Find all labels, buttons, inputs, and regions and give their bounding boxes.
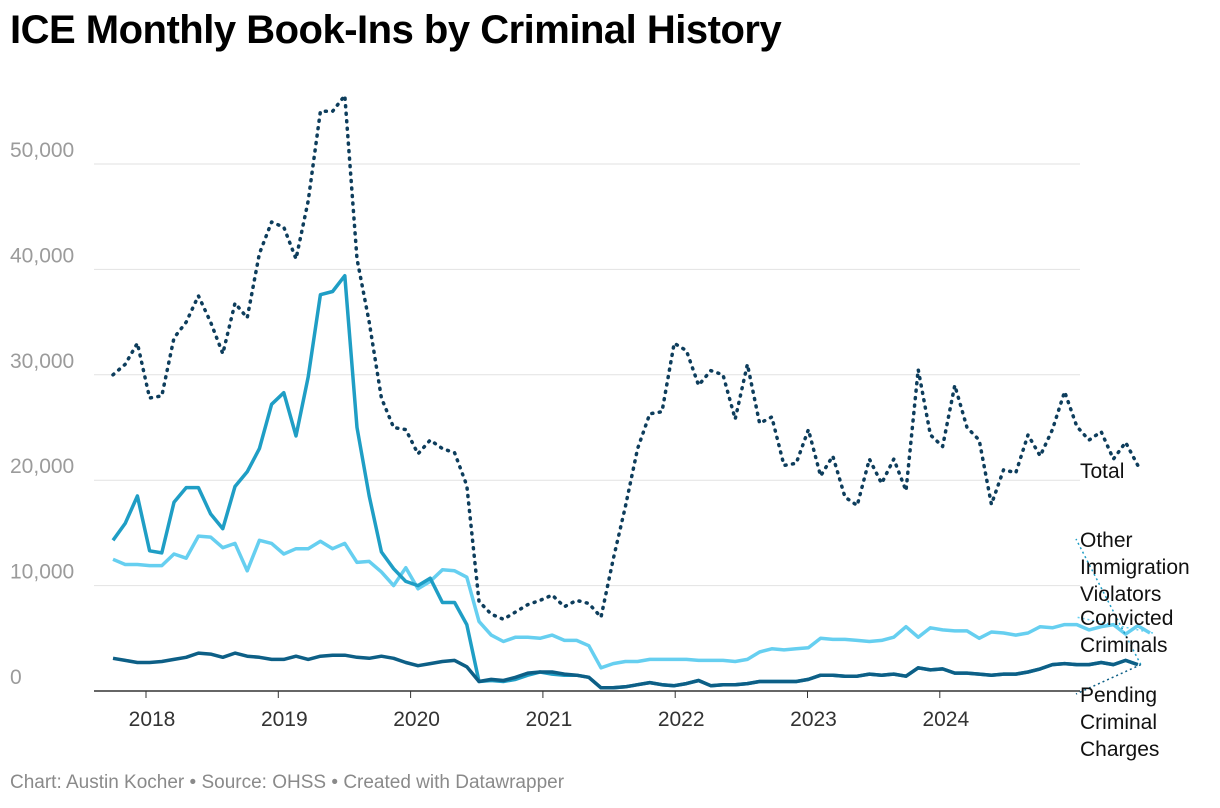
series-line-other-immigration-violators [111,273,1139,690]
y-tick-label: 0 [10,666,22,689]
series-label: Convicted Criminals [1080,607,1173,657]
series-label-line: Total [1080,460,1124,483]
series-label-line: Criminal [1080,711,1157,734]
x-axis-tick-labels: 2018 2019 2020 2021 2022 2023 2024 [129,691,969,731]
series-line-total [111,93,1140,622]
footer-separator: • [189,772,197,793]
chart-title: ICE Monthly Book-Ins by Criminal History [10,8,782,52]
x-tick-label: 2020 [393,708,440,731]
gridlines [94,163,1080,692]
label-connector [1075,663,1142,695]
y-tick-label: 40,000 [10,244,74,267]
label-connector [1075,616,1154,634]
footer-source: Source: OHSS [201,772,327,793]
x-tick-label: 2019 [261,708,308,731]
footer-author: Chart: Austin Kocher [10,772,185,793]
y-tick-label: 10,000 [10,561,74,584]
series-line-pending-criminal-charges [112,651,1139,690]
series-label: Total [1080,460,1124,483]
y-tick-label: 30,000 [10,350,74,373]
series-label-line: Immigration [1080,556,1190,579]
series-label: Pending Criminal Charges [1080,684,1159,761]
series-label-line: Other [1080,529,1133,552]
y-axis-tick-labels: 0 10,000 20,000 30,000 40,000 50,000 [10,139,74,689]
x-tick-label: 2022 [658,708,705,731]
footer-tool: Created with Datawrapper [343,772,565,793]
series-label: Other Immigration Violators [1080,529,1190,606]
series-line-convicted-criminals [112,534,1151,670]
footer-separator: • [331,772,339,793]
series-label-line: Violators [1080,583,1161,606]
x-tick-label: 2018 [129,708,176,731]
series-label-line: Charges [1080,738,1159,761]
x-tick-label: 2021 [526,708,573,731]
x-tick-label: 2023 [790,708,837,731]
y-tick-label: 50,000 [10,139,74,162]
series-lines [111,93,1151,690]
series-label-line: Pending [1080,684,1157,707]
x-tick-label: 2024 [922,708,969,731]
series-label-line: Convicted [1080,607,1173,630]
series-label-line: Criminals [1080,634,1168,657]
chart-footer: Chart: Austin Kocher • Source: OHSS • Cr… [10,772,564,794]
label-connector [1075,538,1142,665]
y-tick-label: 20,000 [10,455,74,478]
